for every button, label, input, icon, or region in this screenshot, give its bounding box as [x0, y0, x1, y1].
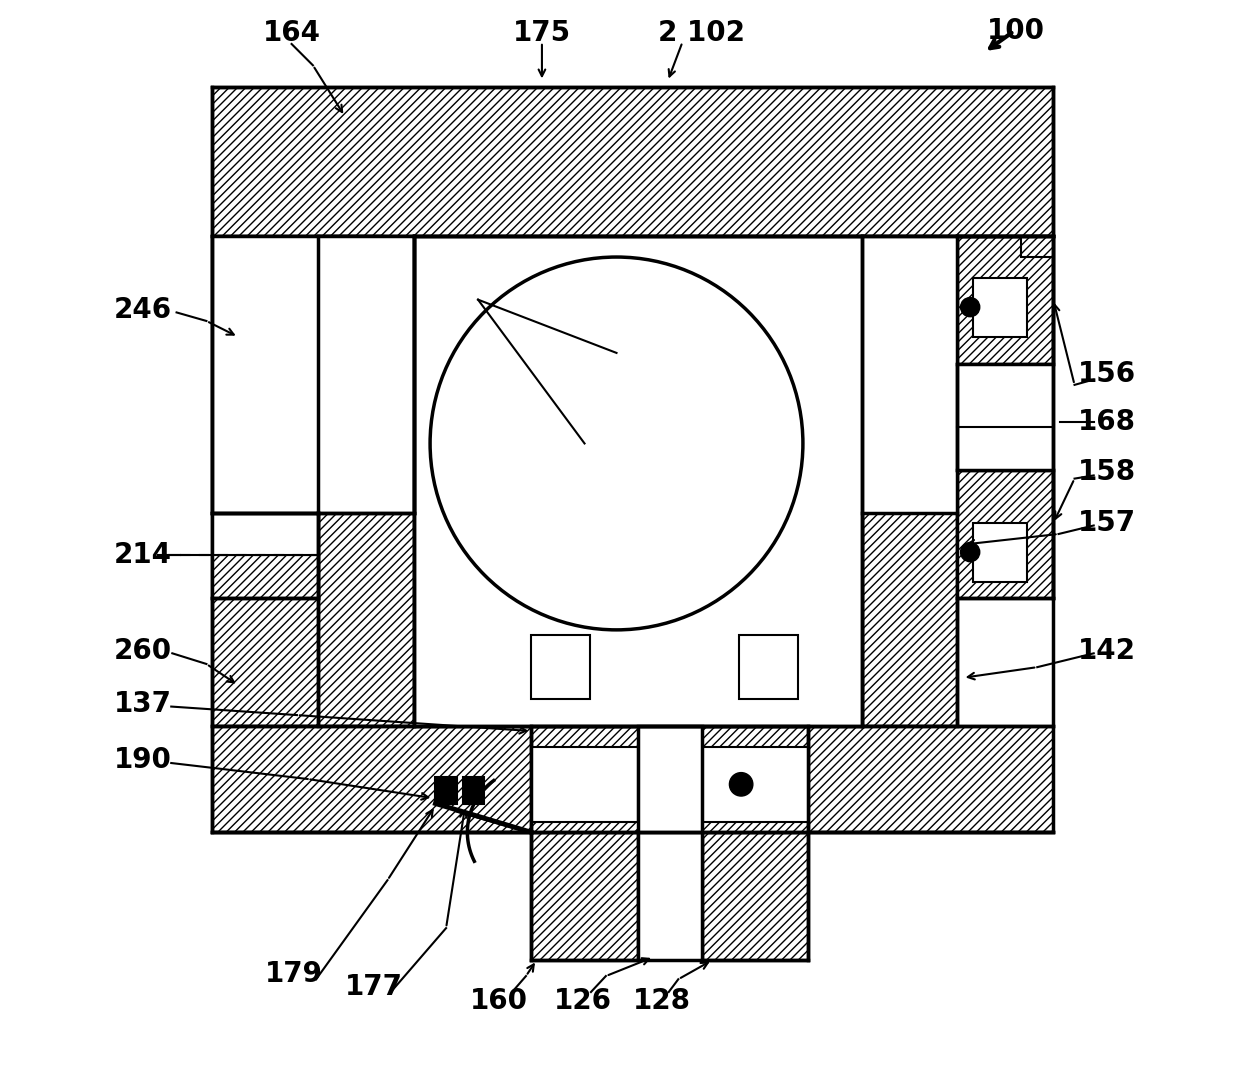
Text: 142: 142	[1078, 638, 1136, 665]
Bar	[212, 87, 1053, 236]
Text: 160: 160	[470, 987, 528, 1015]
Text: 158: 158	[1078, 458, 1136, 486]
Bar	[531, 726, 809, 832]
Circle shape	[730, 772, 753, 796]
Bar	[531, 747, 637, 821]
Bar	[318, 236, 414, 513]
Text: 190: 190	[113, 745, 171, 774]
Text: 179: 179	[265, 960, 323, 988]
Bar	[435, 776, 456, 803]
Bar	[531, 635, 589, 700]
Bar	[862, 236, 957, 513]
Text: 126: 126	[554, 987, 612, 1015]
Bar	[212, 726, 1053, 832]
Bar	[464, 776, 485, 803]
Text: 156: 156	[1078, 360, 1136, 388]
Text: 2 102: 2 102	[658, 19, 745, 47]
Bar	[531, 747, 637, 821]
Bar	[531, 832, 637, 960]
Bar	[637, 832, 702, 960]
Bar	[957, 363, 1053, 470]
Bar	[212, 513, 318, 555]
Bar	[318, 236, 414, 726]
Text: 164: 164	[263, 19, 321, 47]
Circle shape	[961, 298, 980, 317]
Text: 214: 214	[113, 541, 171, 569]
Text: 177: 177	[345, 973, 403, 1001]
Bar	[637, 726, 702, 832]
Bar	[862, 236, 957, 726]
Bar	[212, 513, 318, 598]
Text: 157: 157	[1078, 509, 1136, 537]
Bar	[414, 236, 862, 726]
Text: 260: 260	[113, 638, 171, 665]
Bar	[739, 635, 798, 700]
Text: 168: 168	[1078, 408, 1136, 436]
Text: 246: 246	[113, 296, 171, 325]
Text: 175: 175	[513, 19, 571, 47]
Bar	[973, 523, 1027, 582]
Bar	[973, 279, 1027, 336]
Circle shape	[961, 543, 980, 562]
Text: 137: 137	[113, 690, 171, 719]
Bar	[702, 832, 809, 960]
Text: 100: 100	[986, 17, 1044, 45]
Bar	[637, 832, 702, 960]
Bar	[212, 555, 318, 598]
Bar	[957, 470, 1053, 598]
Bar	[212, 236, 318, 513]
Bar	[1021, 236, 1053, 257]
Text: 128: 128	[634, 987, 692, 1015]
Circle shape	[430, 257, 803, 630]
Bar	[531, 598, 809, 726]
Bar	[957, 236, 1053, 363]
Bar	[212, 236, 382, 726]
Bar	[702, 747, 809, 821]
Bar	[702, 747, 809, 821]
Bar	[637, 726, 702, 832]
